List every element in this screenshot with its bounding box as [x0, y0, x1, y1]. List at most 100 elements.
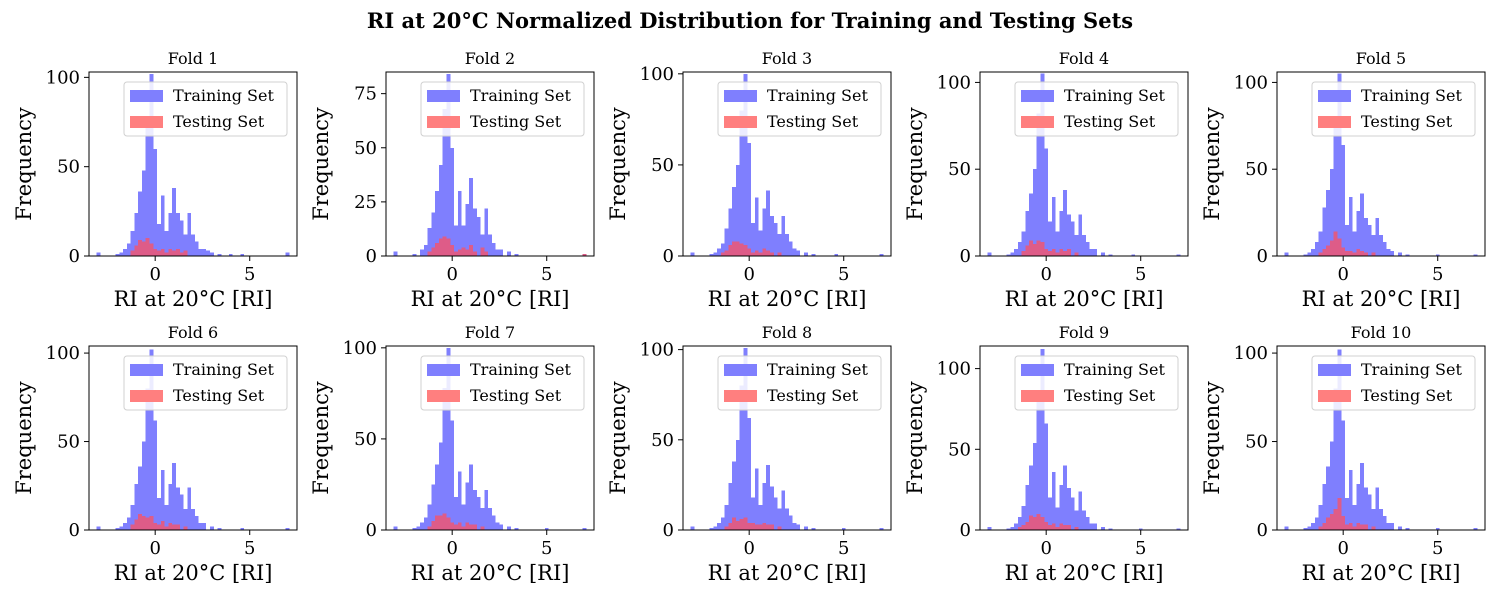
- overlap-bar: [1036, 240, 1041, 256]
- overlap-bar: [758, 524, 763, 530]
- legend-swatch-training: [724, 364, 757, 376]
- x-axis-label: RI at 20°C [RI]: [1302, 287, 1461, 311]
- training-bar: [728, 208, 733, 256]
- overlap-bar: [769, 524, 774, 530]
- training-bar: [1021, 505, 1026, 530]
- overlap-bar: [172, 524, 176, 530]
- x-tick-label: 5: [838, 538, 849, 559]
- training-bar: [728, 483, 733, 530]
- training-bar: [1314, 517, 1319, 530]
- y-tick-label: 0: [366, 246, 377, 267]
- training-bar: [1025, 484, 1030, 530]
- training-bar: [194, 241, 199, 256]
- legend-swatch-testing: [130, 390, 163, 402]
- overlap-bar: [461, 526, 466, 530]
- overlap-bar: [446, 238, 451, 256]
- training-bar: [777, 234, 782, 256]
- plot-frame: [1276, 71, 1486, 257]
- x-tick-label: 5: [1432, 538, 1443, 559]
- training-bar: [138, 191, 142, 256]
- training-bar: [1036, 391, 1041, 530]
- training-bar: [720, 243, 725, 256]
- training-bar: [1333, 388, 1338, 530]
- legend-swatch-testing: [724, 390, 757, 402]
- training-bar: [179, 220, 184, 256]
- training-bar: [1025, 210, 1030, 256]
- training-bar: [1082, 510, 1086, 530]
- overlap-bar: [138, 514, 142, 530]
- x-tick-label: 5: [1432, 264, 1443, 285]
- overlap-bar: [1032, 517, 1037, 530]
- y-tick-label: 0: [366, 520, 377, 541]
- training-bar: [1021, 231, 1026, 256]
- subplot-title: Fold 5: [1356, 49, 1406, 68]
- training-bar: [1303, 254, 1308, 256]
- legend-label-testing: Testing Set: [470, 112, 562, 131]
- training-bar: [499, 249, 504, 256]
- training-bar: [720, 517, 725, 530]
- y-tick-label: 50: [354, 138, 377, 159]
- overlap-bar: [138, 239, 142, 256]
- x-tick-label: 0: [149, 538, 160, 559]
- training-bar: [285, 252, 290, 256]
- training-bar: [472, 489, 477, 530]
- training-bar: [796, 250, 801, 256]
- overlap-bar: [427, 251, 432, 256]
- training-bar: [1333, 117, 1338, 256]
- overlap-bar: [134, 519, 139, 530]
- x-axis-label: RI at 20°C [RI]: [411, 561, 570, 585]
- overlap-bar: [1333, 508, 1338, 530]
- y-tick-label: 50: [651, 155, 674, 176]
- training-bar: [1044, 148, 1049, 256]
- training-bar: [788, 515, 793, 530]
- overlap-bar: [1051, 249, 1056, 256]
- x-tick-label: 0: [446, 538, 457, 559]
- legend-label-testing: Testing Set: [767, 386, 859, 405]
- overlap-bar: [754, 250, 759, 256]
- overlap-bar: [446, 517, 451, 530]
- training-bar: [1051, 196, 1056, 256]
- legend-box: [1311, 355, 1476, 411]
- training-bar: [1093, 523, 1098, 530]
- training-bar: [781, 215, 786, 256]
- plot-frame: [979, 345, 1189, 531]
- training-bar: [804, 526, 808, 530]
- training-bar: [777, 508, 782, 530]
- subplot-title: Fold 3: [762, 49, 812, 68]
- overlap-bar: [732, 241, 736, 256]
- legend-swatch-testing: [1318, 390, 1351, 402]
- training-bar: [1375, 217, 1380, 256]
- training-bar: [1360, 193, 1364, 256]
- legend-label-training: Training Set: [470, 86, 571, 105]
- overlap-bar: [469, 524, 473, 530]
- legend-swatch-training: [1318, 90, 1351, 102]
- training-bar: [743, 73, 748, 256]
- legend-swatch-training: [1318, 364, 1351, 376]
- plot-frame: [682, 71, 892, 257]
- training-bar: [1029, 193, 1033, 256]
- x-tick-label: 0: [1040, 538, 1051, 559]
- training-bar: [879, 254, 884, 256]
- training-bar: [442, 387, 447, 530]
- legend-swatch-training: [427, 90, 460, 102]
- overlap-bar: [457, 249, 462, 256]
- legend-swatch-training: [130, 364, 163, 376]
- training-bar: [747, 143, 752, 256]
- overlap-bar: [435, 243, 439, 256]
- training-bar: [488, 234, 492, 256]
- legend-swatch-testing: [724, 116, 757, 128]
- training-bar: [747, 418, 752, 530]
- training-bar: [149, 73, 154, 256]
- x-tick-label: 5: [541, 538, 552, 559]
- training-bar: [420, 249, 424, 256]
- overlap-bar: [747, 248, 752, 256]
- training-bar: [1040, 73, 1045, 257]
- overlap-bar: [1352, 252, 1357, 256]
- training-bar: [484, 208, 489, 256]
- overlap-bar: [1348, 522, 1353, 530]
- training-bar: [1345, 224, 1349, 256]
- overlap-bar: [762, 522, 767, 530]
- y-axis-label: Frequency: [12, 107, 36, 221]
- plot-frame: [88, 71, 298, 257]
- training-bar: [168, 484, 173, 530]
